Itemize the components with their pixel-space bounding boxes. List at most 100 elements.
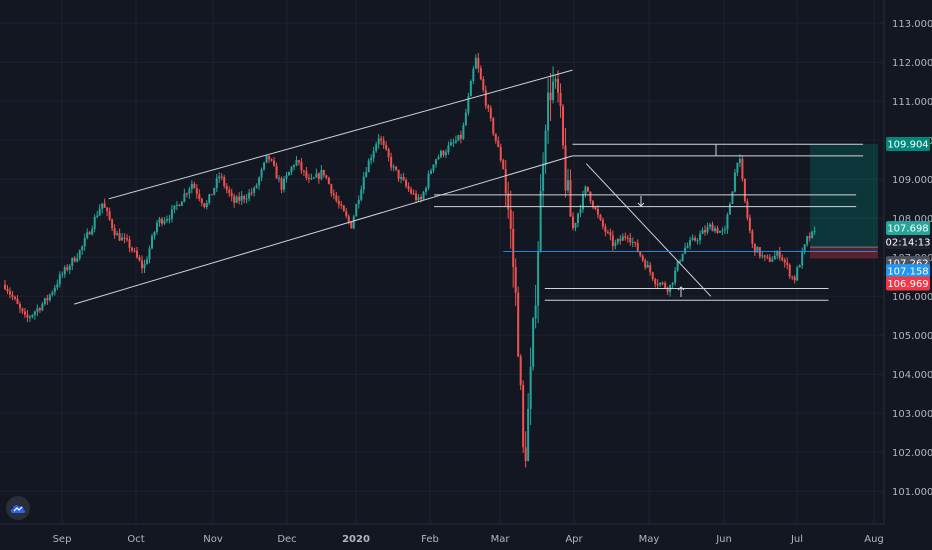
candle-body <box>138 257 141 261</box>
candle-body <box>562 106 565 146</box>
candle-body <box>796 267 799 281</box>
candle-body <box>6 288 9 292</box>
candle-body <box>402 177 405 181</box>
candle-body <box>728 203 731 215</box>
candle-body <box>397 169 400 179</box>
candle-body <box>591 201 594 208</box>
candle-body <box>484 90 487 106</box>
stop-zone <box>810 247 878 259</box>
candle-body <box>56 284 59 288</box>
candle-body <box>509 209 512 229</box>
candle-body <box>385 144 388 150</box>
price-tick-label: 104.000 <box>892 370 932 381</box>
candle-body <box>180 201 183 206</box>
bid-price-badge-bg <box>886 264 930 279</box>
candle-body <box>223 177 226 186</box>
candle-body <box>355 204 358 217</box>
candle-body <box>340 204 343 206</box>
bid-price-badge: 107.158 <box>887 267 928 278</box>
candle-body <box>270 159 273 161</box>
candle-body <box>636 242 639 252</box>
price-tick-label: 108.000 <box>892 214 932 225</box>
candle-body <box>567 180 570 191</box>
candle-body <box>753 243 756 253</box>
candle-body <box>634 241 637 243</box>
drawings-layer[interactable] <box>74 69 877 305</box>
candle-body <box>629 237 632 243</box>
candle-body <box>335 195 338 201</box>
time-tick-label: Aug <box>864 534 884 545</box>
candle-body <box>332 193 335 196</box>
candle-body <box>671 282 674 285</box>
candle-body <box>594 207 597 209</box>
tradingview-logo[interactable] <box>6 496 30 520</box>
candle-body <box>666 287 669 292</box>
candle-body <box>312 177 315 179</box>
candle-body <box>467 96 470 113</box>
candle-body <box>233 196 236 203</box>
price-tick-label: 109.000 <box>892 175 932 186</box>
candle-body <box>704 230 707 233</box>
candle-body <box>681 253 684 261</box>
candle-body <box>469 81 472 97</box>
candle-body <box>686 245 689 248</box>
candle-body <box>544 130 547 166</box>
candle-body <box>275 165 278 179</box>
candle-body <box>225 185 228 190</box>
candle-body <box>763 255 766 257</box>
candle-body <box>330 184 333 194</box>
candle-body <box>165 219 168 221</box>
candle-body <box>524 447 527 461</box>
candle-body <box>273 160 276 166</box>
candle-body <box>148 248 151 260</box>
candle-body <box>492 118 495 134</box>
candle-body <box>452 142 455 144</box>
candle-body <box>41 304 44 311</box>
candle-body <box>278 178 281 180</box>
candle-body <box>442 151 445 156</box>
candle-body <box>644 260 647 268</box>
candle-body <box>447 145 450 153</box>
candle-body <box>198 193 201 199</box>
candle-body <box>260 169 263 178</box>
bar-countdown-badge-bg <box>886 235 930 250</box>
candle-body <box>684 247 687 254</box>
candle-body <box>342 205 345 212</box>
time-tick-label: Feb <box>421 534 439 545</box>
candle-body <box>756 247 759 253</box>
candle-body <box>726 214 729 230</box>
candle-body <box>350 221 353 229</box>
candle-body <box>26 314 29 318</box>
price-tick-label: 101.000 <box>892 487 932 498</box>
candle-body <box>499 146 502 161</box>
candle-body <box>118 233 121 241</box>
candle-body <box>751 230 754 244</box>
candle-body <box>395 166 398 170</box>
candle-body <box>718 230 721 233</box>
tradingview-cloud-icon <box>10 505 26 513</box>
candle-body <box>352 216 355 229</box>
long-position-tool[interactable] <box>810 144 878 259</box>
candle-body <box>457 134 460 141</box>
candle-body <box>240 195 243 201</box>
candle-body <box>529 366 532 409</box>
candle-body <box>230 193 233 197</box>
entry-price-badge: 107.262 <box>887 259 928 270</box>
candle-body <box>155 222 158 233</box>
candle-body <box>748 217 751 231</box>
candle-body <box>200 198 203 204</box>
candle-body <box>83 238 86 247</box>
candle-body <box>581 194 584 210</box>
candle-body <box>101 203 104 209</box>
candle-body <box>519 356 522 385</box>
time-tick-label: Apr <box>565 534 583 545</box>
candle-body <box>746 201 749 218</box>
candle-body <box>439 151 442 157</box>
candle-body <box>131 247 134 251</box>
candle-body <box>33 311 36 315</box>
candle-body <box>489 108 492 119</box>
time-axis[interactable]: Sep Oct Nov Dec 2020 Feb Mar Apr May Jun Jul Aug <box>53 534 884 545</box>
candle-body <box>733 172 736 192</box>
candle-body <box>646 265 649 268</box>
